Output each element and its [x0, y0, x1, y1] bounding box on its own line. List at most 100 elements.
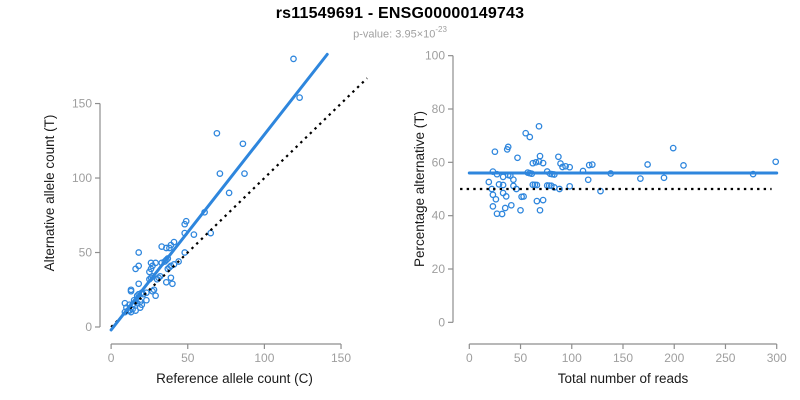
- x-tick-label: 150: [331, 351, 351, 365]
- y-tick-label: 100: [72, 171, 92, 185]
- data-point: [492, 195, 500, 203]
- data-point: [495, 181, 503, 188]
- data-point: [507, 201, 515, 209]
- data-point: [502, 193, 510, 200]
- data-point: [167, 274, 175, 282]
- y-axis-title: Alternative allele count (T): [42, 115, 57, 272]
- data-point: [169, 280, 176, 288]
- x-tick-label: 100: [562, 351, 582, 365]
- x-tick-label: 150: [613, 351, 633, 365]
- data-point: [485, 178, 493, 186]
- data-point: [156, 272, 164, 280]
- x-axis-title: Reference allele count (C): [156, 371, 313, 386]
- data-point: [510, 176, 517, 184]
- y-axis-title: Percentage alternative (T): [412, 111, 427, 267]
- data-point: [644, 161, 651, 168]
- data-point: [241, 170, 248, 177]
- data-point: [225, 189, 233, 197]
- data-point: [213, 129, 221, 137]
- data-point: [514, 154, 521, 162]
- data-point: [772, 158, 780, 166]
- data-point: [143, 296, 150, 304]
- data-point: [216, 170, 224, 177]
- data-point: [533, 197, 541, 205]
- y-tick-label: 150: [72, 97, 92, 111]
- trend-line: [109, 52, 329, 332]
- data-point: [501, 204, 509, 212]
- data-point: [127, 287, 135, 295]
- data-point: [239, 140, 247, 148]
- data-point: [207, 229, 215, 237]
- data-point: [152, 259, 159, 267]
- y-axis: 0 20 40 60 80 100 Percentage alternative (T): [412, 49, 454, 329]
- p-value-label: p-value: 3.95×10-23: [0, 25, 800, 41]
- data-point: [536, 152, 544, 160]
- data-point: [135, 249, 143, 256]
- y-tick-label: 100: [425, 49, 445, 63]
- reference-dotted-line: [110, 77, 368, 328]
- x-tick-label: 0: [466, 351, 473, 365]
- data-point: [136, 304, 144, 311]
- data-point: [588, 161, 596, 168]
- x-axis: 0 50 100 150 200 250 300 Total number of reads: [466, 343, 787, 386]
- data-point: [584, 176, 592, 184]
- data-point: [669, 144, 677, 152]
- p-value-base: 3.95×10: [395, 28, 436, 41]
- data-point: [532, 158, 540, 166]
- data-point: [175, 258, 182, 265]
- data-point: [529, 159, 537, 167]
- data-point: [499, 189, 507, 197]
- data-point: [522, 129, 530, 137]
- x-axis: 0 50 100 150 Reference allele count (C): [108, 343, 351, 386]
- data-point: [146, 268, 153, 276]
- data-point: [535, 158, 543, 165]
- y-tick-label: 60: [432, 155, 446, 169]
- data-point: [166, 244, 173, 252]
- y-tick-label: 50: [79, 246, 93, 260]
- data-point: [150, 286, 158, 294]
- p-value-exponent: -23: [435, 25, 447, 34]
- y-tick-label: 0: [438, 315, 445, 329]
- x-tick-label: 250: [715, 351, 735, 365]
- p-value-prefix: p-value:: [353, 28, 396, 41]
- data-point: [499, 181, 507, 189]
- data-point: [170, 238, 178, 246]
- x-axis-title: Total number of reads: [558, 371, 689, 386]
- data-point: [296, 94, 303, 101]
- data-point: [132, 307, 139, 314]
- data-point: [143, 289, 150, 297]
- data-point: [489, 203, 497, 210]
- data-point: [526, 133, 534, 141]
- x-tick-label: 0: [108, 351, 115, 365]
- data-point: [562, 162, 569, 170]
- data-point: [637, 175, 644, 182]
- x-tick-label: 50: [514, 351, 528, 365]
- data-point: [559, 163, 566, 171]
- y-tick-label: 0: [85, 320, 92, 334]
- data-point: [680, 162, 687, 169]
- y-tick-label: 40: [432, 209, 446, 223]
- data-point: [190, 231, 198, 238]
- data-point: [182, 217, 190, 225]
- data-point: [149, 287, 156, 295]
- x-tick-label: 300: [767, 351, 787, 365]
- data-point: [135, 280, 143, 288]
- data-point: [152, 292, 159, 300]
- data-point: [162, 278, 170, 286]
- data-point: [135, 262, 143, 270]
- x-tick-label: 100: [254, 351, 274, 365]
- data-point: [535, 122, 543, 130]
- y-axis: 0 50 100 150 Alternative allele count (T): [42, 97, 101, 334]
- x-tick-label: 50: [181, 351, 195, 365]
- data-point: [290, 55, 297, 63]
- y-tick-label: 80: [432, 102, 446, 116]
- plot-title: rs11549691 - ENSG00000149743: [275, 5, 525, 22]
- data-point: [585, 161, 593, 169]
- data-point: [539, 196, 547, 204]
- data-point: [536, 206, 544, 214]
- data-point: [555, 153, 562, 161]
- data-point: [517, 206, 524, 214]
